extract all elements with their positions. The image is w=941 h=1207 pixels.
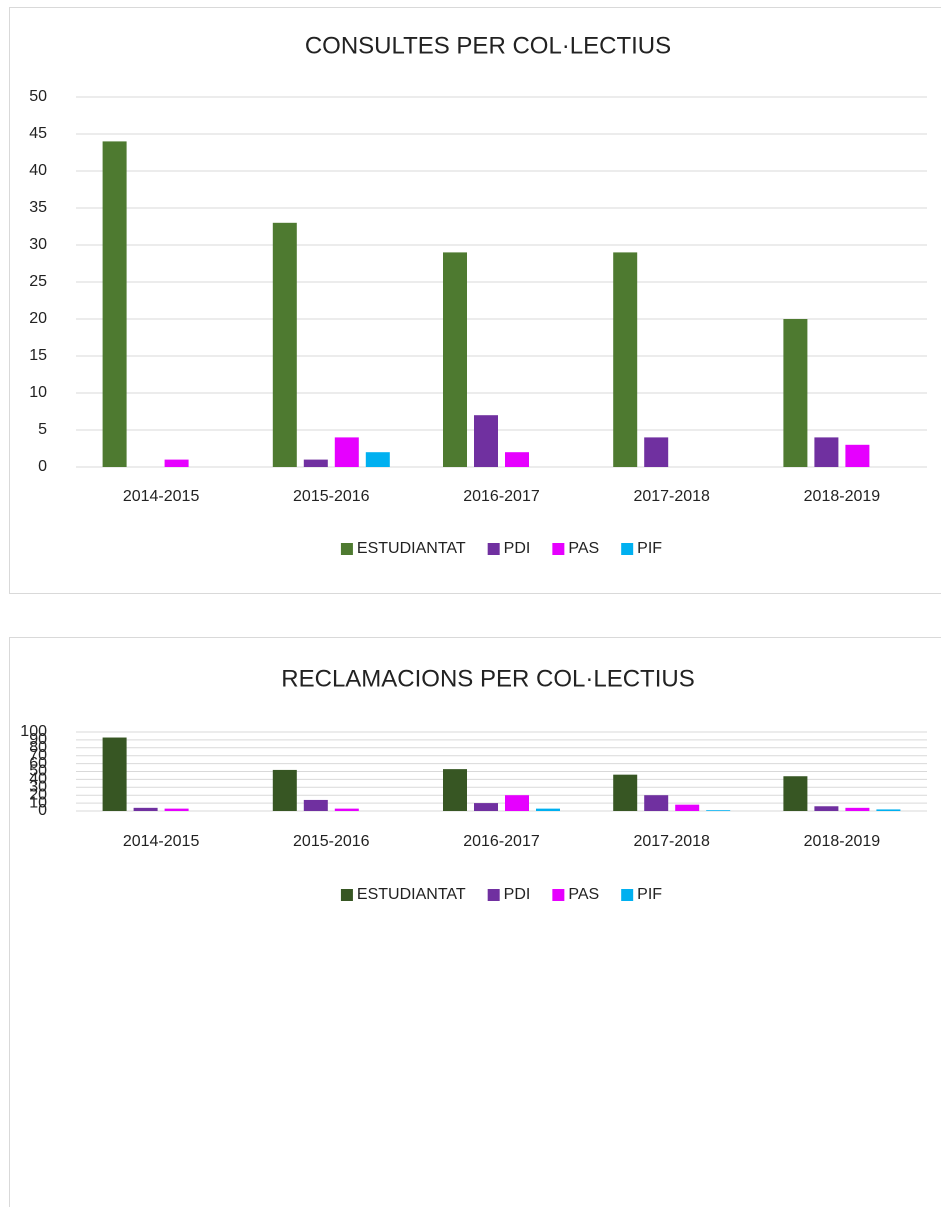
x-tick-label: 2016-2017 (463, 488, 540, 505)
bar (783, 776, 808, 811)
y-tick-label: 35 (29, 199, 47, 216)
y-tick-label: 20 (29, 786, 47, 803)
legend-swatch (621, 889, 634, 901)
y-tick-label: 70 (29, 747, 47, 764)
chart-frame (9, 7, 941, 594)
bar (133, 807, 158, 811)
y-tick-label: 0 (38, 458, 47, 475)
bar (443, 769, 467, 811)
bar (474, 803, 498, 811)
y-tick-label: 40 (29, 162, 47, 179)
y-tick-label: 20 (29, 310, 47, 327)
legend-label: PAS (568, 886, 599, 903)
y-tick-label: 5 (38, 421, 47, 438)
legend-swatch (340, 889, 353, 901)
bar (814, 806, 839, 811)
bar (845, 807, 870, 811)
x-tick-label: 2017-2018 (633, 488, 710, 505)
bar (303, 799, 328, 811)
bar (536, 808, 560, 811)
legend-swatch (340, 543, 353, 555)
y-tick-label: 45 (29, 125, 47, 142)
bar (613, 252, 638, 467)
chart-frame (9, 637, 941, 1207)
y-tick-label: 30 (29, 779, 47, 796)
bar (613, 774, 638, 811)
legend-label: ESTUDIANTAT (357, 540, 466, 557)
bar (845, 444, 870, 467)
x-tick-label: 2014-2015 (123, 488, 200, 505)
y-tick-label: 90 (29, 731, 47, 748)
bar (164, 459, 189, 467)
legend-label: PIF (637, 886, 662, 903)
x-tick-label: 2015-2016 (293, 488, 370, 505)
x-tick-label: 2016-2017 (463, 833, 540, 850)
bar (644, 437, 669, 467)
chart-title: CONSULTES PER COL·LECTIUS (305, 32, 671, 59)
y-tick-label: 100 (20, 723, 47, 740)
y-tick-label: 50 (29, 763, 47, 780)
bar (272, 769, 297, 811)
bar (334, 808, 359, 811)
x-tick-label: 2015-2016 (293, 833, 370, 850)
y-tick-label: 15 (29, 347, 47, 364)
bar (102, 141, 127, 467)
y-tick-label: 50 (29, 88, 47, 105)
legend-label: PDI (504, 540, 531, 557)
y-tick-label: 25 (29, 273, 47, 290)
bar (334, 437, 359, 467)
bar (644, 795, 669, 811)
legend-label: ESTUDIANTAT (357, 886, 466, 903)
x-tick-label: 2014-2015 (123, 833, 200, 850)
x-tick-label: 2018-2019 (804, 488, 881, 505)
y-tick-label: 10 (29, 384, 47, 401)
bar (876, 809, 901, 811)
bar (675, 804, 700, 811)
bar (783, 319, 808, 467)
bar (303, 459, 328, 467)
legend-label: PIF (637, 540, 662, 557)
chart-title: RECLAMACIONS PER COL·LECTIUS (281, 665, 694, 692)
x-tick-label: 2017-2018 (633, 833, 710, 850)
bar (505, 452, 529, 467)
bar (443, 252, 467, 467)
legend-label: PAS (568, 540, 599, 557)
legend-swatch (621, 543, 634, 555)
bar (474, 415, 498, 467)
bar (272, 222, 297, 467)
y-tick-label: 0 (38, 802, 47, 819)
bar (164, 808, 189, 811)
legend-swatch (487, 889, 500, 901)
bar (814, 437, 839, 467)
legend-swatch (487, 543, 500, 555)
bar (365, 452, 390, 467)
y-tick-label: 30 (29, 236, 47, 253)
y-tick-label: 60 (29, 755, 47, 772)
legend-swatch (552, 543, 565, 555)
y-tick-label: 40 (29, 771, 47, 788)
bar (706, 810, 731, 811)
legend-label: PDI (504, 886, 531, 903)
bar (102, 737, 127, 811)
y-tick-label: 10 (29, 794, 47, 811)
x-tick-label: 2018-2019 (804, 833, 881, 850)
legend-swatch (552, 889, 565, 901)
y-tick-label: 80 (29, 739, 47, 756)
bar (505, 795, 529, 811)
